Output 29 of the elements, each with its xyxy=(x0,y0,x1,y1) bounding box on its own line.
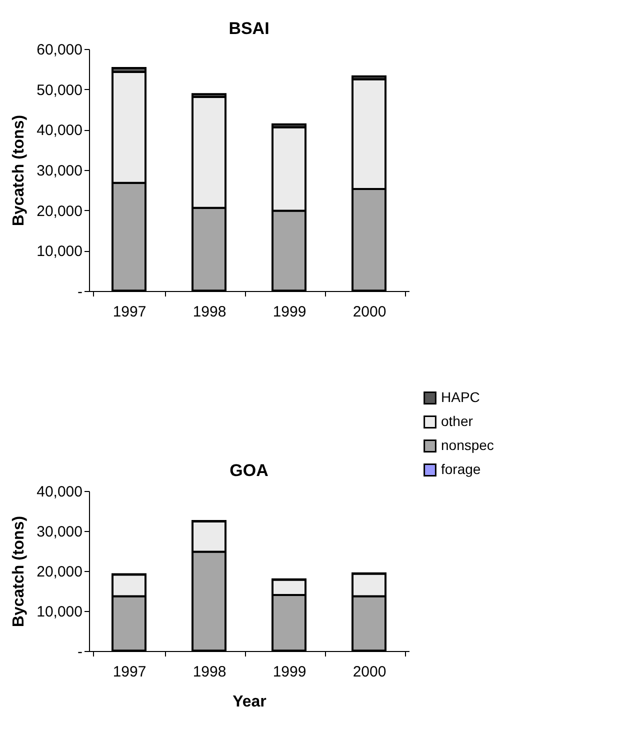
legend-label: nonspec xyxy=(441,437,494,453)
x-tick-label: 2000 xyxy=(352,664,386,680)
chart-title: GOA xyxy=(230,461,268,480)
x-axis-title: Year xyxy=(232,694,266,710)
y-tick-label: 30,000 xyxy=(36,162,82,180)
x-tick-label: 2000 xyxy=(352,304,386,320)
y-tick-label: 20,000 xyxy=(36,564,82,580)
y-axis-title: Bycatch (tons) xyxy=(10,114,28,226)
x-tick-label: 1997 xyxy=(112,304,146,320)
legend-label: other xyxy=(441,413,474,429)
x-tick-label: 1998 xyxy=(192,304,226,320)
y-tick-label: - xyxy=(78,284,82,300)
y-tick-label: 60,000 xyxy=(36,42,82,58)
y-tick-label: - xyxy=(78,644,82,660)
x-tick-label: 1999 xyxy=(272,304,306,320)
y-tick-label: 10,000 xyxy=(36,243,82,260)
y-tick-label: 30,000 xyxy=(36,524,82,540)
x-tick-label: 1997 xyxy=(112,664,146,680)
y-tick-label: 40,000 xyxy=(36,484,82,500)
legend-label: forage xyxy=(441,461,481,477)
y-axis-title: Bycatch (tons) xyxy=(10,516,28,628)
x-tick-label: 1999 xyxy=(272,664,306,680)
chart-title: BSAI xyxy=(228,19,270,38)
y-tick-label: 20,000 xyxy=(36,202,82,220)
legend-label: HAPC xyxy=(441,389,480,405)
y-tick-label: 50,000 xyxy=(36,82,82,99)
y-tick-label: 40,000 xyxy=(36,122,82,140)
y-tick-label: 10,000 xyxy=(36,604,82,620)
x-tick-label: 1998 xyxy=(192,664,226,680)
